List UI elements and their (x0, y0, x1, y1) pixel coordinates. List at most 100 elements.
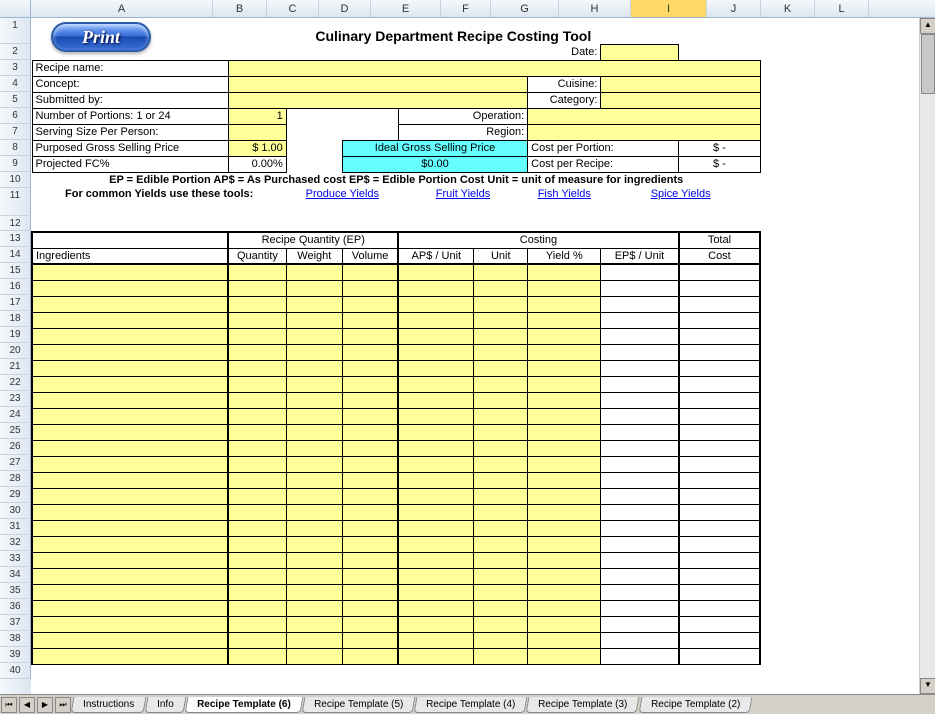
row-header-34[interactable]: 34 (0, 567, 31, 583)
ap-unit-cell[interactable] (398, 440, 473, 456)
ingredient-cell[interactable] (32, 328, 228, 344)
ap-unit-cell[interactable] (398, 312, 473, 328)
ep-unit-cell[interactable] (601, 600, 679, 616)
cost-cell[interactable] (679, 344, 761, 360)
row-header-7[interactable]: 7 (0, 124, 31, 140)
unit-cell[interactable] (474, 520, 528, 536)
cost-cell[interactable] (679, 600, 761, 616)
quantity-cell[interactable] (228, 584, 286, 600)
unit-cell[interactable] (474, 632, 528, 648)
weight-cell[interactable] (286, 296, 342, 312)
weight-cell[interactable] (286, 376, 342, 392)
ap-unit-cell[interactable] (398, 376, 473, 392)
operation-input[interactable] (528, 108, 761, 124)
sheet-tab[interactable]: Recipe Template (2) (638, 697, 752, 713)
yield-cell[interactable] (528, 616, 601, 632)
ap-unit-cell[interactable] (398, 648, 473, 664)
quantity-cell[interactable] (228, 456, 286, 472)
quantity-cell[interactable] (228, 536, 286, 552)
quantity-cell[interactable] (228, 392, 286, 408)
weight-cell[interactable] (286, 520, 342, 536)
row-header-20[interactable]: 20 (0, 343, 31, 359)
ap-unit-cell[interactable] (398, 408, 473, 424)
col-header-H[interactable]: H (559, 0, 631, 17)
ap-unit-cell[interactable] (398, 328, 473, 344)
category-input[interactable] (601, 92, 760, 108)
volume-cell[interactable] (342, 264, 398, 280)
sheet-tab[interactable]: Recipe Template (5) (301, 697, 415, 713)
yield-cell[interactable] (528, 280, 601, 296)
ingredient-cell[interactable] (32, 504, 228, 520)
cost-cell[interactable] (679, 376, 761, 392)
row-header-22[interactable]: 22 (0, 375, 31, 391)
cost-cell[interactable] (679, 520, 761, 536)
row-header-1[interactable]: 1 (0, 18, 31, 44)
ap-unit-cell[interactable] (398, 296, 473, 312)
quantity-cell[interactable] (228, 376, 286, 392)
weight-cell[interactable] (286, 632, 342, 648)
volume-cell[interactable] (342, 408, 398, 424)
yield-cell[interactable] (528, 584, 601, 600)
volume-cell[interactable] (342, 296, 398, 312)
cost-cell[interactable] (679, 328, 761, 344)
unit-cell[interactable] (474, 312, 528, 328)
row-header-36[interactable]: 36 (0, 599, 31, 615)
unit-cell[interactable] (474, 504, 528, 520)
yield-cell[interactable] (528, 600, 601, 616)
quantity-cell[interactable] (228, 312, 286, 328)
tab-nav-prev-icon[interactable]: ◀ (19, 697, 35, 713)
date-input[interactable] (601, 44, 679, 60)
ingredient-cell[interactable] (32, 296, 228, 312)
ep-unit-cell[interactable] (601, 536, 679, 552)
quantity-cell[interactable] (228, 344, 286, 360)
ap-unit-cell[interactable] (398, 280, 473, 296)
ep-unit-cell[interactable] (601, 568, 679, 584)
cost-cell[interactable] (679, 616, 761, 632)
weight-cell[interactable] (286, 568, 342, 584)
unit-cell[interactable] (474, 328, 528, 344)
yield-cell[interactable] (528, 264, 601, 280)
yield-cell[interactable] (528, 344, 601, 360)
yield-cell[interactable] (528, 312, 601, 328)
unit-cell[interactable] (474, 568, 528, 584)
quantity-cell[interactable] (228, 360, 286, 376)
ep-unit-cell[interactable] (601, 472, 679, 488)
cost-cell[interactable] (679, 632, 761, 648)
quantity-cell[interactable] (228, 424, 286, 440)
ap-unit-cell[interactable] (398, 520, 473, 536)
ap-unit-cell[interactable] (398, 392, 473, 408)
cost-cell[interactable] (679, 424, 761, 440)
ingredient-cell[interactable] (32, 600, 228, 616)
ingredient-cell[interactable] (32, 360, 228, 376)
ingredient-cell[interactable] (32, 552, 228, 568)
row-header-13[interactable]: 13 (0, 231, 31, 247)
row-header-4[interactable]: 4 (0, 76, 31, 92)
unit-cell[interactable] (474, 648, 528, 664)
ep-unit-cell[interactable] (601, 440, 679, 456)
ep-unit-cell[interactable] (601, 488, 679, 504)
cost-cell[interactable] (679, 296, 761, 312)
yield-cell[interactable] (528, 632, 601, 648)
row-header-17[interactable]: 17 (0, 295, 31, 311)
recipe-name-input[interactable] (228, 60, 760, 76)
col-header-C[interactable]: C (267, 0, 319, 17)
ap-unit-cell[interactable] (398, 360, 473, 376)
quantity-cell[interactable] (228, 648, 286, 664)
row-header-24[interactable]: 24 (0, 407, 31, 423)
quantity-cell[interactable] (228, 520, 286, 536)
ep-unit-cell[interactable] (601, 328, 679, 344)
row-header-19[interactable]: 19 (0, 327, 31, 343)
row-header-3[interactable]: 3 (0, 60, 31, 76)
yield-cell[interactable] (528, 552, 601, 568)
unit-cell[interactable] (474, 488, 528, 504)
row-header-15[interactable]: 15 (0, 263, 31, 279)
ingredient-cell[interactable] (32, 424, 228, 440)
cost-cell[interactable] (679, 536, 761, 552)
ap-unit-cell[interactable] (398, 488, 473, 504)
volume-cell[interactable] (342, 472, 398, 488)
weight-cell[interactable] (286, 408, 342, 424)
row-header-29[interactable]: 29 (0, 487, 31, 503)
row-header-39[interactable]: 39 (0, 647, 31, 663)
quantity-cell[interactable] (228, 632, 286, 648)
ap-unit-cell[interactable] (398, 584, 473, 600)
